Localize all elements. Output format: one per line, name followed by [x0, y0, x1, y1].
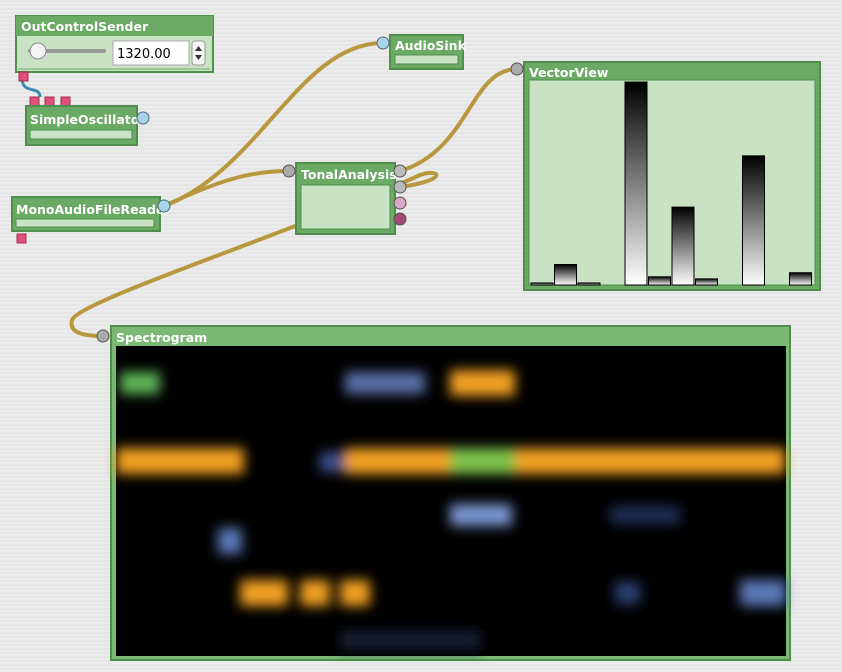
node-title: Spectrogram	[116, 330, 207, 345]
vector-bar	[577, 282, 601, 286]
port[interactable]	[18, 71, 29, 82]
vector-view-node[interactable]: VectorView	[510, 61, 821, 291]
vector-bar	[530, 282, 554, 286]
value-field[interactable]	[112, 40, 190, 66]
node-title: AudioSink	[395, 38, 467, 53]
node-title: SimpleOscillator	[30, 112, 146, 127]
audio-sink-node[interactable]: AudioSink	[376, 34, 467, 70]
value-text: 1320.00	[117, 47, 171, 62]
vector-bar	[554, 264, 577, 286]
vector-bar	[671, 206, 695, 286]
spectrogram-node[interactable]: Spectrogram	[110, 325, 791, 661]
node-title: TonalAnalysis	[301, 167, 397, 182]
mono-audio-file-reader-node[interactable]: MonoAudioFileReader	[11, 196, 171, 244]
slider-track	[28, 49, 106, 53]
wires	[20, 41, 519, 338]
node-title: OutControlSender	[21, 19, 149, 34]
vector-bar	[695, 278, 718, 286]
node-title: VectorView	[529, 65, 609, 80]
tonal-analysis-node[interactable]: TonalAnalysis	[282, 162, 407, 235]
spectrogram-display	[116, 346, 786, 656]
spinner[interactable]	[191, 40, 206, 66]
out-control-sender-node[interactable]: OutControlSender 1320.00	[15, 15, 214, 82]
node-title: MonoAudioFileReader	[16, 202, 171, 217]
vector-bar	[742, 155, 765, 286]
vector-bar	[648, 276, 671, 286]
vector-bar	[624, 81, 648, 286]
vector-bar	[789, 272, 812, 286]
simple-oscillator-node[interactable]: SimpleOscillator	[25, 96, 150, 146]
spectrogram-content	[116, 370, 786, 650]
slider-thumb[interactable]	[29, 42, 47, 60]
